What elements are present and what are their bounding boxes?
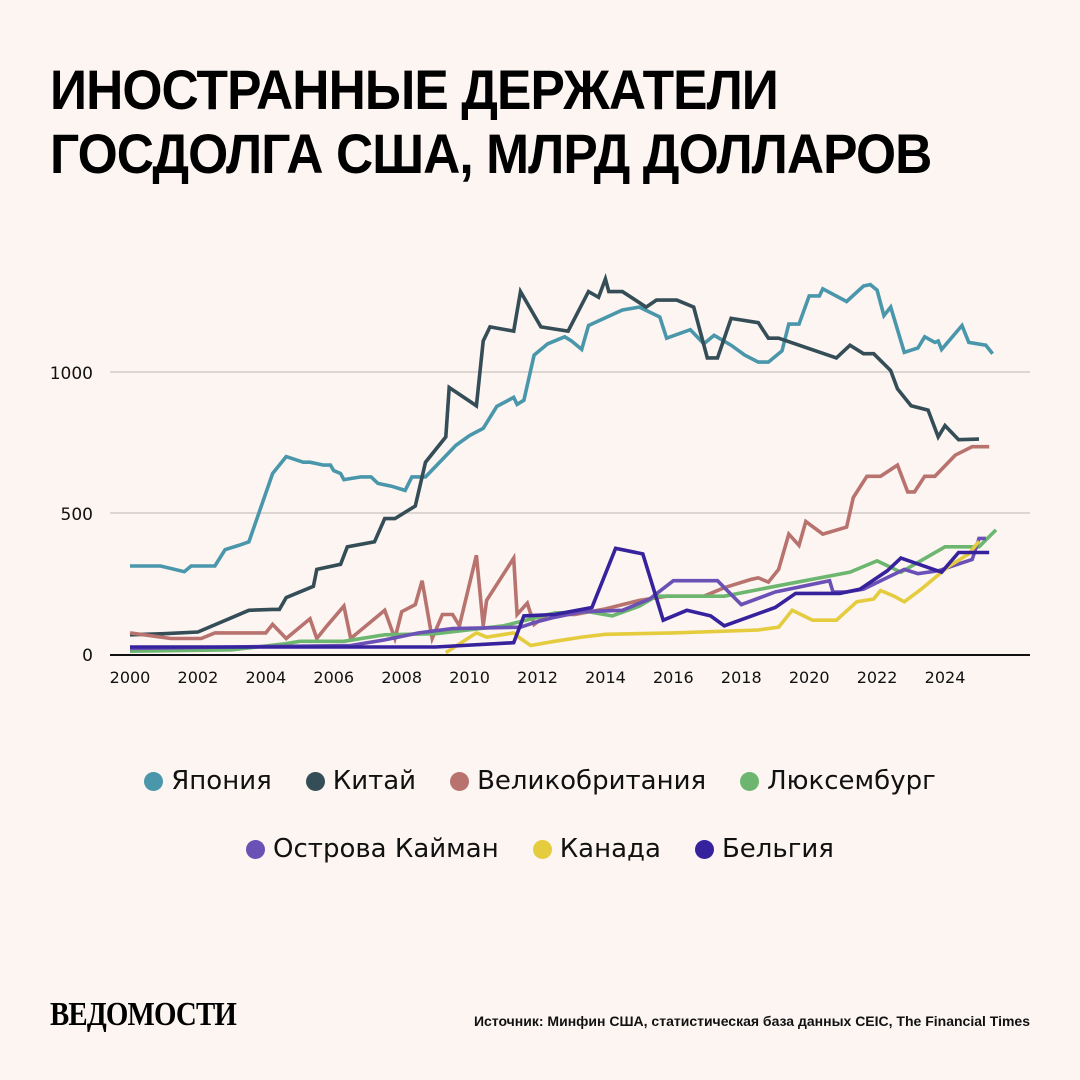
series-line-6 [130, 546, 990, 649]
legend-item: Люксембург [740, 766, 936, 796]
x-tick-label: 2014 [585, 668, 626, 687]
series-line-3 [129, 528, 998, 653]
series-line-0 [130, 282, 995, 574]
legend-label: Канада [559, 834, 661, 864]
legend-row-2: Острова Кайман Канада Бельгия [0, 834, 1080, 864]
legend-item: Великобритания [450, 766, 706, 796]
legend-dot-icon [740, 771, 760, 791]
y-tick-label: 0 [82, 646, 93, 666]
legend-item: Бельгия [694, 834, 834, 864]
legend-dot-icon [144, 771, 164, 791]
y-axis-ticks: 0 500 1000 [50, 364, 93, 666]
x-tick-label: 2004 [245, 668, 286, 687]
gridlines [110, 371, 1030, 514]
series-line-1 [129, 272, 980, 637]
x-tick-label: 2002 [178, 668, 219, 687]
legend-label: Япония [171, 766, 272, 796]
x-axis-ticks: 2000 2002 2004 2006 2008 2010 2012 2014 2016 2018… [110, 668, 966, 687]
x-tick-label: 2008 [381, 668, 422, 687]
legend-label: Острова Кайман [273, 834, 499, 864]
x-tick-label: 2010 [449, 668, 490, 687]
legend-label: Китай [332, 766, 417, 796]
chart-title: ИНОСТРАННЫЕ ДЕРЖАТЕЛИ ГОСДОЛГА США, МЛРД… [50, 58, 970, 186]
legend-item: Япония [144, 766, 272, 796]
x-tick-label: 2000 [110, 668, 151, 687]
legend-dot-icon [305, 771, 325, 791]
legend-item: Острова Кайман [246, 834, 499, 864]
legend-label: Люксембург [767, 766, 936, 796]
legend-dot-icon [450, 771, 470, 791]
line-chart: 0 500 1000 2000 2002 2004 2006 2008 2010 2012 201… [50, 272, 1030, 687]
x-tick-label: 2012 [517, 668, 558, 687]
y-tick-label: 1000 [50, 364, 93, 384]
legend-item: Канада [532, 834, 661, 864]
x-tick-label: 2006 [313, 668, 354, 687]
x-tick-label: 2020 [789, 668, 830, 687]
y-tick-label: 500 [61, 505, 93, 525]
legend-dot-icon [246, 839, 266, 859]
legend-dot-icon [532, 839, 552, 859]
series-lines [129, 272, 998, 655]
x-tick-label: 2018 [721, 668, 762, 687]
legend-row-1: Япония Китай Великобритания Люксембург [0, 766, 1080, 796]
x-tick-label: 2024 [925, 668, 966, 687]
chart-title-line-2: ГОСДОЛГА США, МЛРД ДОЛЛАРОВ [50, 122, 932, 185]
x-tick-label: 2022 [857, 668, 898, 687]
series-line-4 [129, 536, 986, 651]
legend-dot-icon [694, 839, 714, 859]
x-tick-label: 2016 [653, 668, 694, 687]
legend-item: Китай [305, 766, 417, 796]
chart-title-line-1: ИНОСТРАННЫЕ ДЕРЖАТЕЛИ [50, 58, 779, 121]
series-line-5 [444, 540, 981, 655]
source-note: Источник: Минфин США, статистическая баз… [473, 1013, 1030, 1029]
legend-label: Великобритания [477, 766, 707, 796]
vedomosti-logo: ВЕДОМОСТИ [50, 996, 237, 1033]
legend-label: Бельгия [721, 834, 834, 864]
